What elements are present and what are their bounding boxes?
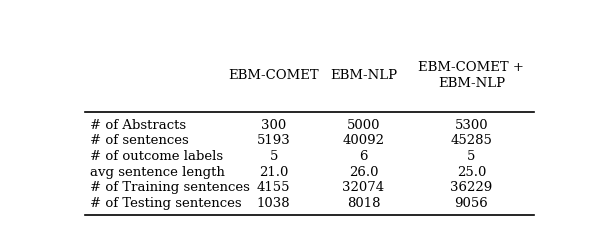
Text: 36229: 36229 [450,181,492,194]
Text: 6: 6 [359,150,368,163]
Text: # of Abstracts: # of Abstracts [89,119,185,132]
Text: 4155: 4155 [257,181,291,194]
Text: 5: 5 [269,150,278,163]
Text: 5000: 5000 [347,119,381,132]
Text: 40092: 40092 [342,134,385,148]
Text: 8018: 8018 [347,197,381,210]
Text: EBM-COMET: EBM-COMET [228,69,319,82]
Text: EBM-COMET +
EBM-NLP: EBM-COMET + EBM-NLP [419,61,524,90]
Text: 1038: 1038 [257,197,291,210]
Text: 5300: 5300 [455,119,488,132]
Text: 9056: 9056 [454,197,488,210]
Text: 26.0: 26.0 [349,166,378,179]
Text: 5193: 5193 [257,134,291,148]
Text: # of sentences: # of sentences [89,134,188,148]
Text: avg sentence length: avg sentence length [89,166,225,179]
Text: 32074: 32074 [342,181,385,194]
Text: 5: 5 [467,150,475,163]
Text: 45285: 45285 [451,134,492,148]
Text: 300: 300 [261,119,286,132]
Text: 21.0: 21.0 [259,166,288,179]
Text: # of outcome labels: # of outcome labels [89,150,223,163]
Text: 25.0: 25.0 [457,166,486,179]
Text: # of Training sentences: # of Training sentences [89,181,249,194]
Text: EBM-NLP: EBM-NLP [330,69,397,82]
Text: # of Testing sentences: # of Testing sentences [89,197,241,210]
